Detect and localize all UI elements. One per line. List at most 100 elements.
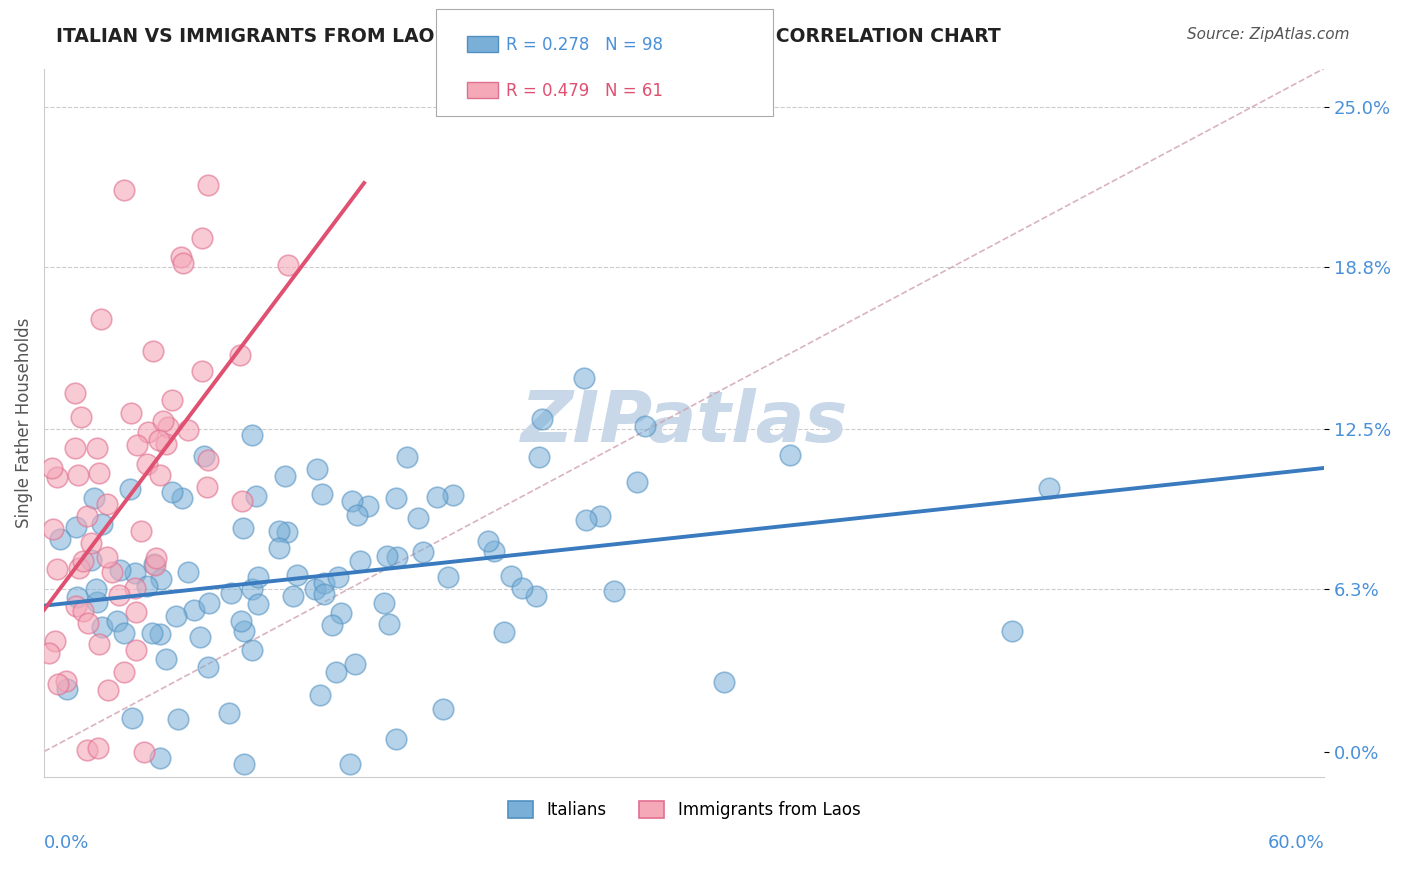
Point xyxy=(314,576,336,591)
Point xyxy=(87,741,110,756)
Point xyxy=(426,490,449,504)
Point xyxy=(344,657,367,672)
Point xyxy=(385,732,408,747)
Point xyxy=(67,561,90,575)
Point xyxy=(274,469,297,483)
Point xyxy=(524,590,547,604)
Point xyxy=(197,596,219,610)
Point xyxy=(229,615,252,629)
Text: R = 0.278   N = 98: R = 0.278 N = 98 xyxy=(506,36,664,54)
Point xyxy=(191,364,214,378)
Point xyxy=(340,494,363,508)
Point xyxy=(124,581,146,595)
Point xyxy=(96,497,118,511)
Point xyxy=(83,491,105,506)
Point xyxy=(149,627,172,641)
Point xyxy=(412,545,434,559)
Point xyxy=(603,583,626,598)
Point xyxy=(70,410,93,425)
Point xyxy=(66,590,89,604)
Point xyxy=(132,745,155,759)
Point xyxy=(87,466,110,480)
Point xyxy=(72,554,94,568)
Point xyxy=(96,549,118,564)
Point xyxy=(377,617,399,632)
Point xyxy=(118,482,141,496)
Point xyxy=(385,550,408,565)
Point xyxy=(155,651,177,665)
Point xyxy=(125,642,148,657)
Point xyxy=(76,743,98,757)
Point xyxy=(634,419,657,434)
Point xyxy=(339,757,361,772)
Point xyxy=(97,683,120,698)
Point xyxy=(233,624,256,639)
Point xyxy=(142,344,165,359)
Point xyxy=(143,557,166,571)
Point xyxy=(311,486,333,500)
Point xyxy=(110,563,132,577)
Point xyxy=(101,565,124,579)
Point xyxy=(125,438,148,452)
Point xyxy=(375,549,398,563)
Point xyxy=(1038,481,1060,495)
Point xyxy=(41,460,63,475)
Point xyxy=(65,599,87,614)
Point xyxy=(396,450,419,464)
Point xyxy=(141,625,163,640)
Point xyxy=(86,595,108,609)
Point xyxy=(80,553,103,567)
Point xyxy=(143,558,166,572)
Point xyxy=(218,706,240,721)
Point xyxy=(172,491,194,505)
Point xyxy=(245,489,267,503)
Text: 60.0%: 60.0% xyxy=(1267,834,1324,852)
Point xyxy=(531,412,554,426)
Point xyxy=(287,568,309,582)
Point xyxy=(240,643,263,657)
Point xyxy=(112,625,135,640)
Point xyxy=(46,676,69,690)
Point xyxy=(148,433,170,447)
Point xyxy=(349,554,371,568)
Point xyxy=(346,508,368,522)
Point xyxy=(432,702,454,716)
Point xyxy=(145,551,167,566)
Point xyxy=(713,675,735,690)
Point xyxy=(155,437,177,451)
Point xyxy=(63,441,86,455)
Point xyxy=(176,423,198,437)
Point xyxy=(84,582,107,596)
Point xyxy=(373,596,395,610)
Point xyxy=(247,569,270,583)
Point xyxy=(167,712,190,726)
Point xyxy=(276,524,298,539)
Point xyxy=(149,468,172,483)
Point xyxy=(80,535,103,549)
Point xyxy=(242,428,264,442)
Point xyxy=(437,569,460,583)
Point xyxy=(229,348,252,362)
Point xyxy=(626,475,648,489)
Point xyxy=(326,570,349,584)
Point xyxy=(307,462,329,476)
Point xyxy=(575,513,598,527)
Point xyxy=(177,565,200,579)
Point xyxy=(120,406,142,420)
Point xyxy=(494,625,516,640)
Point xyxy=(112,665,135,680)
Point xyxy=(65,519,87,533)
Point xyxy=(1000,624,1022,639)
Point xyxy=(269,541,291,556)
Point xyxy=(150,572,173,586)
Text: Source: ZipAtlas.com: Source: ZipAtlas.com xyxy=(1187,27,1350,42)
Point xyxy=(91,516,114,531)
Point xyxy=(56,682,79,697)
Text: ZIPatlas: ZIPatlas xyxy=(520,388,848,458)
Point xyxy=(135,457,157,471)
Legend: Italians, Immigrants from Laos: Italians, Immigrants from Laos xyxy=(501,794,868,826)
Point xyxy=(105,614,128,628)
Point xyxy=(242,582,264,597)
Point xyxy=(197,178,219,192)
Point xyxy=(183,603,205,617)
